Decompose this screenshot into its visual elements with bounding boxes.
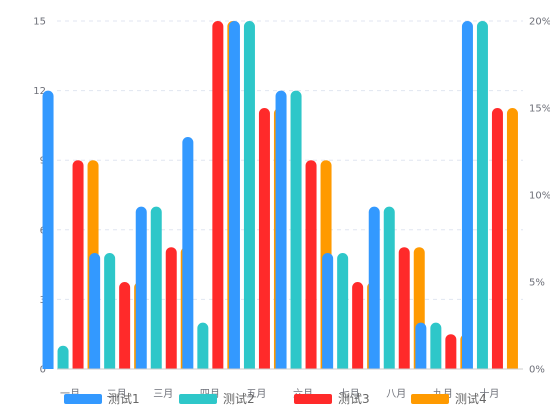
bar-测试1-一月 <box>42 90 54 369</box>
left-tick-label: 0 <box>40 365 46 376</box>
x-tick-label: 十月 <box>479 387 499 400</box>
bar-测试2-五月 <box>243 21 255 369</box>
x-tick-label: 五月 <box>246 388 266 400</box>
right-tick-label: 20% <box>529 17 550 28</box>
left-tick-label: 15 <box>33 17 46 28</box>
bar-测试3-六月 <box>305 160 317 369</box>
bar-测试2-七月 <box>337 253 349 369</box>
bar-测试3-二月 <box>119 282 131 369</box>
legend-swatch <box>179 394 217 404</box>
bar-测试2-二月 <box>104 253 116 369</box>
legend-swatch <box>294 394 332 404</box>
bar-测试1-二月 <box>89 253 101 369</box>
right-tick-label: 0% <box>529 365 545 376</box>
x-tick-label: 二月 <box>107 388 127 400</box>
right-tick-label: 5% <box>529 278 545 289</box>
bar-series <box>42 21 518 369</box>
bar-测试1-五月 <box>228 21 240 369</box>
bar-测试1-六月 <box>275 90 287 369</box>
legend[interactable]: 测试1 测试2 测试3 测试4 <box>64 391 487 406</box>
bar-测试1-七月 <box>322 253 334 369</box>
bar-测试2-三月 <box>150 206 162 369</box>
bar-测试2-八月 <box>383 206 395 369</box>
legend-item-测试4[interactable]: 测试4 <box>411 391 487 406</box>
bar-测试3-十月 <box>491 108 503 369</box>
bar-测试3-九月 <box>445 334 457 369</box>
bar-测试2-一月 <box>57 345 69 369</box>
x-tick-label: 三月 <box>153 388 173 400</box>
bar-测试1-四月 <box>182 137 194 369</box>
bar-测试4-十月 <box>506 108 518 369</box>
bar-测试3-八月 <box>398 247 410 369</box>
legend-label: 测试2 <box>223 391 255 406</box>
legend-swatch <box>64 394 102 404</box>
bar-测试1-三月 <box>135 206 147 369</box>
bar-测试3-四月 <box>212 21 224 369</box>
bar-测试3-一月 <box>72 160 84 369</box>
legend-label: 测试4 <box>455 391 487 406</box>
bar-测试2-六月 <box>290 90 302 369</box>
bar-测试1-十月 <box>461 21 473 369</box>
bar-测试3-五月 <box>258 108 270 369</box>
bar-测试1-九月 <box>415 322 427 369</box>
legend-item-测试1[interactable]: 测试1 <box>64 391 140 406</box>
right-tick-label: 10% <box>529 191 550 202</box>
legend-item-测试3[interactable]: 测试3 <box>294 391 370 406</box>
right-y-axis: 0% 5% 10% 15% 20% <box>529 17 550 376</box>
x-tick-label: 八月 <box>386 388 406 400</box>
bar-测试1-八月 <box>368 206 380 369</box>
bar-测试2-四月 <box>197 322 209 369</box>
legend-label: 测试1 <box>108 391 140 406</box>
bar-测试2-九月 <box>430 322 442 369</box>
legend-label: 测试3 <box>338 391 370 406</box>
legend-swatch <box>411 394 449 404</box>
bar-测试2-十月 <box>476 21 488 369</box>
legend-item-测试2[interactable]: 测试2 <box>179 391 255 406</box>
bar-测试3-三月 <box>165 247 177 369</box>
x-tick-label: 七月 <box>340 388 360 400</box>
bar-测试3-七月 <box>352 282 364 369</box>
left-tick-label: 12 <box>33 86 46 97</box>
right-tick-label: 15% <box>529 104 550 115</box>
